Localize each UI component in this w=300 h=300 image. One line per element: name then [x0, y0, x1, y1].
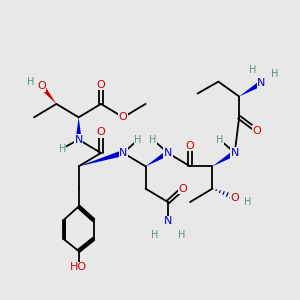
- Text: N: N: [230, 148, 239, 158]
- Text: N: N: [164, 216, 172, 226]
- Text: O: O: [178, 184, 187, 194]
- Polygon shape: [146, 150, 170, 166]
- Text: O: O: [230, 193, 239, 202]
- Text: O: O: [253, 126, 261, 136]
- Text: H: H: [134, 135, 142, 145]
- Text: H: H: [244, 197, 252, 207]
- Polygon shape: [212, 150, 236, 166]
- Text: O: O: [37, 81, 46, 91]
- Polygon shape: [76, 117, 82, 140]
- Text: H: H: [151, 230, 158, 240]
- Text: H: H: [27, 76, 35, 87]
- Text: O: O: [97, 80, 105, 90]
- Text: H: H: [58, 143, 66, 154]
- Text: H: H: [249, 65, 256, 75]
- Text: N: N: [119, 148, 128, 158]
- Text: H: H: [271, 69, 278, 79]
- Polygon shape: [39, 84, 56, 104]
- Text: N: N: [164, 148, 172, 158]
- Polygon shape: [79, 150, 124, 166]
- Text: O: O: [186, 140, 194, 151]
- Text: O: O: [97, 127, 105, 137]
- Polygon shape: [239, 81, 263, 97]
- Text: H: H: [178, 230, 185, 240]
- Text: O: O: [119, 112, 128, 122]
- Text: N: N: [74, 135, 83, 145]
- Text: H: H: [216, 135, 224, 145]
- Text: H: H: [149, 135, 157, 145]
- Text: N: N: [257, 78, 266, 88]
- Text: HO: HO: [70, 262, 87, 272]
